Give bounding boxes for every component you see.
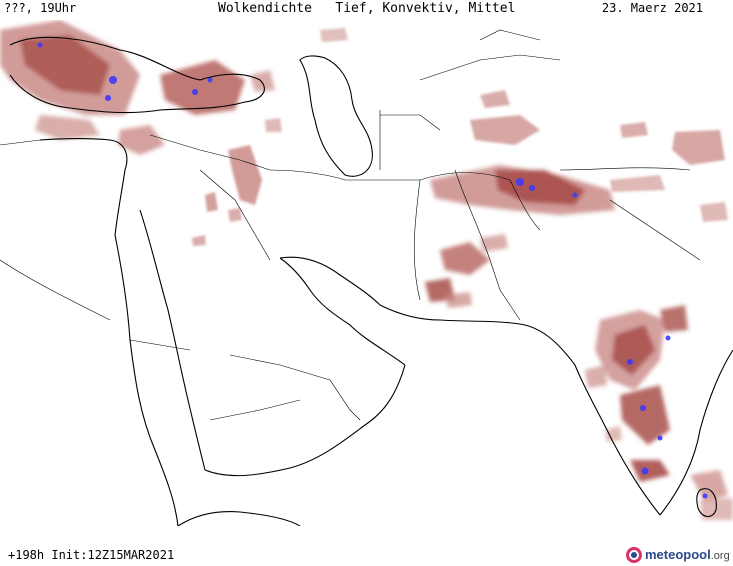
country-borders: [0, 29, 701, 421]
forecast-time-label: ???, 19Uhr: [4, 1, 77, 15]
model-run-label: +198h Init:12Z15MAR2021: [8, 548, 175, 562]
map-footer: +198h Init:12Z15MAR2021 meteopool.org: [0, 545, 733, 566]
forecast-date-label: 23. Maerz 2021: [601, 1, 703, 15]
cloud-fields: [0, 20, 733, 520]
coastlines: [9, 36, 733, 526]
cloud-field-afghanistan: [425, 165, 615, 308]
meteopool-logo[interactable]: meteopool.org: [625, 545, 730, 565]
cloud-field-turkey: [0, 20, 275, 155]
cloud-density-map: [0, 20, 733, 526]
meteopool-logo-icon: [626, 547, 642, 563]
cloud-field-central-asia: [265, 28, 540, 145]
meteopool-logo-text: meteopool.org: [645, 547, 730, 562]
map-header: ???, 19Uhr Wolkendichte Tief, Konvektiv,…: [0, 0, 733, 20]
cloud-field-india: [585, 305, 733, 520]
map-title: Wolkendichte Tief, Konvektiv, Mittel: [218, 1, 516, 16]
cloud-field-zagros: [192, 145, 262, 246]
cloud-field-himalaya: [610, 122, 728, 222]
convective-cores: [37, 42, 708, 499]
